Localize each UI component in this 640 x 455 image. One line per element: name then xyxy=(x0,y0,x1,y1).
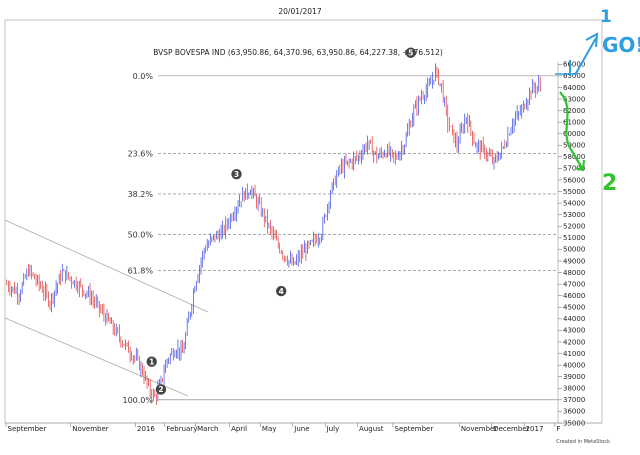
fib-level-label: 23.6% xyxy=(128,149,154,158)
y-tick-label: 60000 xyxy=(563,130,585,138)
y-tick-label: 57000 xyxy=(563,165,585,173)
wave-label: 1 xyxy=(149,357,154,366)
y-tick-label: 38000 xyxy=(563,385,585,393)
handwritten-annotations: 1 GO! 2 xyxy=(555,7,640,196)
plot-frame xyxy=(4,19,603,424)
x-tick-label: March xyxy=(197,425,218,433)
y-tick-label: 43000 xyxy=(563,327,585,335)
y-tick-label: 55000 xyxy=(563,188,585,196)
y-tick-label: 46000 xyxy=(563,292,585,300)
x-tick-label: November xyxy=(461,425,498,433)
green-arrow-head xyxy=(574,159,585,172)
green-number-label: 2 xyxy=(602,171,617,196)
channel-lower-line xyxy=(4,317,189,397)
wave-marker xyxy=(155,384,167,395)
y-tick-label: 44000 xyxy=(563,315,585,323)
x-tick-label: 2017 xyxy=(526,425,544,433)
y-tick-label: 51000 xyxy=(563,234,585,242)
green-arrow xyxy=(559,91,583,169)
x-tick-label: November xyxy=(72,425,109,433)
wave-label: 4 xyxy=(279,287,284,296)
x-tick-label: September xyxy=(8,425,47,433)
chart-date: 20/01/2017 xyxy=(278,7,321,16)
y-tick-label: 61000 xyxy=(563,118,585,126)
go-label: GO! xyxy=(602,33,640,57)
y-axis: 3500036000370003800039000400004100042000… xyxy=(557,61,585,427)
y-tick-label: 48000 xyxy=(563,269,585,277)
y-tick-label: 66000 xyxy=(563,61,585,69)
wave-label: 3 xyxy=(234,170,239,179)
y-tick-label: 47000 xyxy=(563,280,585,288)
x-tick-label: May xyxy=(262,425,276,433)
x-tick-label: July xyxy=(326,425,340,433)
x-tick-label: August xyxy=(359,425,384,433)
wave-marker xyxy=(231,169,242,180)
x-tick-label: June xyxy=(293,425,309,433)
x-tick-label: December xyxy=(493,425,529,433)
y-tick-label: 49000 xyxy=(563,257,585,265)
y-tick-label: 54000 xyxy=(563,199,585,207)
trend-channel xyxy=(4,219,209,397)
y-tick-label: 64000 xyxy=(563,84,585,92)
y-tick-label: 37000 xyxy=(563,396,585,404)
y-tick-label: 53000 xyxy=(563,211,585,219)
fib-level-label: 100.0% xyxy=(122,396,153,405)
x-tick-label: September xyxy=(395,425,434,433)
y-tick-label: 40000 xyxy=(563,361,585,369)
fib-level-label: 61.8% xyxy=(128,266,154,275)
y-tick-label: 52000 xyxy=(563,223,585,231)
wave-label: 2 xyxy=(158,385,163,394)
y-tick-label: 59000 xyxy=(563,142,585,150)
y-tick-label: 58000 xyxy=(563,153,585,161)
y-tick-label: 45000 xyxy=(563,304,585,312)
wave-marker xyxy=(405,47,416,58)
fib-level-label: 38.2% xyxy=(128,190,154,199)
x-tick-label: February xyxy=(166,425,197,433)
elliott-wave-labels: 1 2 3 4 5 xyxy=(146,47,416,395)
chart-title: BVSP BOVESPA IND (63,950.86, 64,370.96, … xyxy=(153,48,443,57)
wave-marker xyxy=(146,356,157,367)
y-tick-label: 63000 xyxy=(563,95,585,103)
go-number-label: 1 xyxy=(600,7,612,27)
candles-layer xyxy=(6,63,541,405)
y-tick-label: 36000 xyxy=(563,408,585,416)
y-tick-label: 42000 xyxy=(563,338,585,346)
x-axis: September November 2016 February March April M… xyxy=(5,422,602,433)
go-arrow xyxy=(574,37,597,76)
wave-marker xyxy=(276,285,287,297)
x-tick-label: 2016 xyxy=(137,425,155,433)
y-tick-label: 41000 xyxy=(563,350,585,358)
y-tick-label: 65000 xyxy=(563,72,585,80)
credit-label: Created in MetaStock xyxy=(556,439,610,445)
channel-upper-line xyxy=(4,219,209,313)
wave-label: 5 xyxy=(408,49,413,58)
y-tick-label: 56000 xyxy=(563,176,585,184)
y-tick-label: 50000 xyxy=(563,246,585,254)
y-tick-label: 62000 xyxy=(563,107,585,115)
y-tick-label: 39000 xyxy=(563,373,585,381)
fib-level-label: 50.0% xyxy=(128,230,154,239)
x-tick-label: April xyxy=(231,425,247,433)
fib-level-label: 0.0% xyxy=(133,72,154,81)
fibonacci-layer: 0.0% 23.6% 38.2% 50.0% 61.8% 100.0% xyxy=(122,72,558,405)
x-tick-label: F xyxy=(556,425,560,433)
go-arrow-head xyxy=(585,32,599,48)
